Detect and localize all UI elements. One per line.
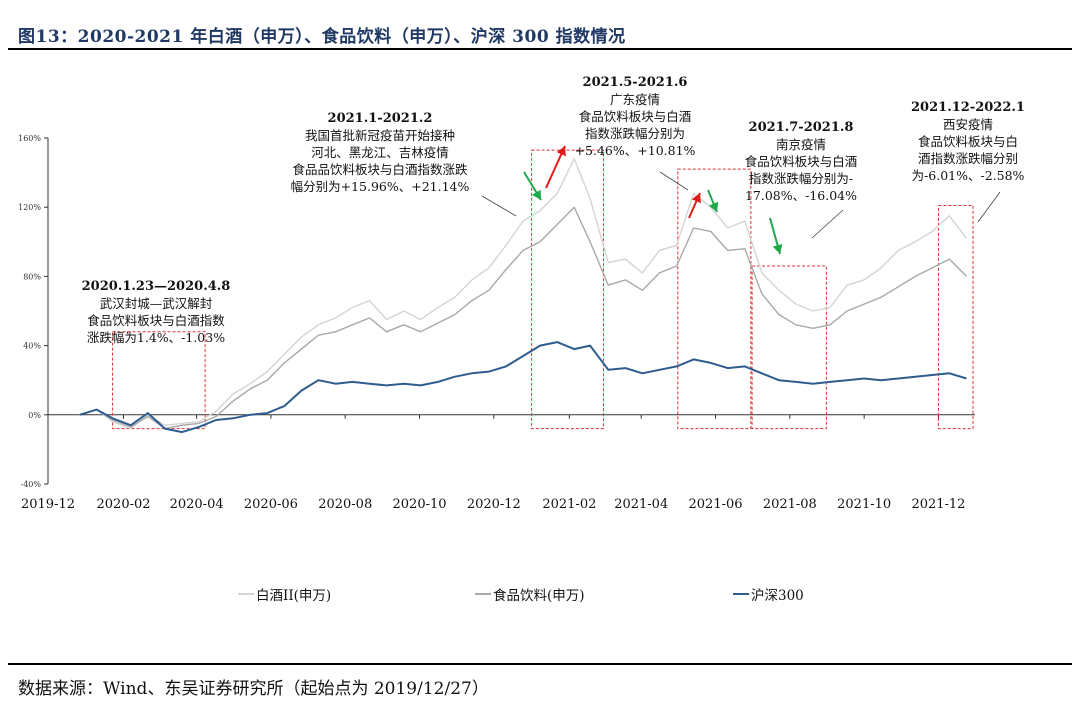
- annotation-vaccine: 2021.1-2021.2 我国首批新冠疫苗开始接种 河北、黑龙江、吉林疫情 食…: [250, 110, 510, 195]
- trend-arrows: [523, 145, 783, 255]
- arrow-up-icon: [688, 192, 701, 219]
- annotation-line: 2021.7-2021.8: [748, 120, 854, 135]
- callout-pointer: [977, 191, 1001, 223]
- annotation-line: 我国首批新冠疫苗开始接种: [304, 128, 455, 143]
- x-tick-label: 2019-12: [21, 497, 75, 512]
- x-tick-label: 2020-10: [393, 497, 447, 512]
- y-tick-label: 80%: [23, 272, 41, 281]
- annotation-line: 广东疫情: [609, 92, 660, 107]
- arrow-down-icon: [707, 189, 719, 213]
- annotation-line: 指数涨跌幅分别为-: [748, 171, 854, 186]
- annotation-line: 河北、黑龙江、吉林疫情: [311, 145, 449, 160]
- highlight-box: [937, 204, 974, 430]
- axis-layer: -40% 0% 40% 80% 120% 160% 2019-12 2020-02 2020-0…: [18, 134, 975, 512]
- annotation-line: 2021.12-2022.1: [911, 100, 1025, 115]
- series-line-baijiu: [79, 158, 968, 430]
- x-tick-label: 2020-04: [170, 497, 224, 512]
- arrow-up-icon-head: [691, 193, 701, 204]
- annotation-line: 西安疫情: [942, 117, 993, 132]
- annotation-line: 17.08%、-16.04%: [744, 188, 858, 203]
- x-tick-label: 2021-02: [542, 497, 596, 512]
- x-tick-label: 2020-12: [467, 497, 521, 512]
- series-line-food: [79, 206, 967, 430]
- line-chart: -40% 0% 40% 80% 120% 160% 2019-12 2020-02 2020-0…: [18, 134, 1001, 512]
- legend-item-food: 食品饮料(申万): [475, 584, 585, 604]
- legend-swatch-baijiu: [238, 593, 254, 595]
- y-tick-label: 0%: [28, 411, 41, 420]
- annotation-line: 南京疫情: [775, 137, 826, 152]
- legend-label: 沪深300: [751, 588, 804, 604]
- legend-label: 白酒II(申万): [256, 588, 332, 604]
- annotation-line: 为-6.01%、-2.58%: [911, 168, 1025, 183]
- arrow-down-icon-head: [772, 243, 783, 254]
- annotation-line: +5.46%、+10.81%: [574, 143, 696, 158]
- arrow-up-icon: [545, 145, 566, 189]
- highlight-box: [751, 265, 827, 430]
- x-tick-label: 2021-04: [614, 497, 668, 512]
- chart-legend: 白酒II(申万) 食品饮料(申万) 沪深300: [0, 584, 1080, 604]
- annotation-line: 2021.1-2021.2: [327, 111, 433, 126]
- series-layer: [79, 158, 968, 434]
- callout-pointer: [811, 209, 844, 239]
- annotation-wuhan: 2020.1.23—2020.4.8 武汉封城—武汉解封 食品饮料板块与白酒指数…: [66, 278, 246, 346]
- annotation-line: 食品饮料板块与白酒指数: [87, 313, 225, 328]
- highlight-box: [531, 149, 604, 430]
- annotation-line: 食品饮料板块与白酒: [578, 109, 692, 124]
- x-tick-label: 2020-02: [97, 497, 151, 512]
- x-tick-label: 2021-10: [837, 497, 891, 512]
- source-note: 数据来源：Wind、东吴证券研究所（起始点为 2019/12/27）: [18, 679, 489, 699]
- legend-label: 食品饮料(申万): [493, 588, 585, 604]
- annotation-line: 食品饮料板块与白: [917, 134, 1018, 149]
- annotation-line: 幅分别为+15.96%、+21.14%: [290, 179, 470, 194]
- legend-swatch-food: [475, 593, 491, 595]
- highlight-box: [677, 168, 752, 430]
- annotation-line: 武汉封城—武汉解封: [99, 296, 213, 311]
- y-tick-label: 40%: [23, 342, 41, 351]
- arrow-down-icon-head: [708, 201, 719, 212]
- annotation-line: 食品品饮料板块与白酒指数涨跌: [292, 162, 468, 177]
- series-line-hs300: [79, 341, 967, 434]
- arrow-up-icon-head: [556, 146, 566, 157]
- arrow-down-icon: [523, 171, 542, 201]
- annotation-nanjing: 2021.7-2021.8 南京疫情 食品饮料板块与白酒 指数涨跌幅分别为- 1…: [726, 119, 876, 204]
- x-tick-label: 2021-12: [911, 497, 965, 512]
- arrow-down-icon: [769, 217, 783, 255]
- callout-pointer: [659, 171, 689, 191]
- highlight-box: [112, 331, 206, 430]
- legend-item-hs300: 沪深300: [733, 584, 804, 604]
- x-tick-label: 2020-08: [318, 497, 372, 512]
- annotation-line: 酒指数涨跌幅分别: [917, 151, 1018, 166]
- legend-swatch-hs300: [733, 593, 749, 595]
- annotation-line: 食品饮料板块与白酒: [744, 154, 858, 169]
- x-tick-label: 2021-08: [763, 497, 817, 512]
- annotation-xian: 2021.12-2022.1 西安疫情 食品饮料板块与白 酒指数涨跌幅分别 为-…: [898, 99, 1038, 184]
- annotation-line: 2020.1.23—2020.4.8: [81, 279, 231, 294]
- x-tick-label: 2020-06: [244, 497, 298, 512]
- y-tick-label: 120%: [18, 203, 41, 212]
- y-tick-label: -40%: [21, 480, 42, 489]
- arrow-down-icon-head: [532, 189, 541, 200]
- annotation-line: 涨跌幅为1.4%、-1.03%: [86, 330, 226, 345]
- figure-title: 图13：2020-2021 年白酒（申万）、食品饮料（申万）、沪深 300 指数…: [18, 27, 626, 47]
- annotation-line: 2021.5-2021.6: [582, 75, 688, 90]
- annotation-guangdong: 2021.5-2021.6 广东疫情 食品饮料板块与白酒 指数涨跌幅分别为 +5…: [560, 74, 710, 159]
- top-rule: [8, 48, 1072, 50]
- legend-item-baijiu: 白酒II(申万): [238, 584, 331, 604]
- highlight-boxes: [112, 149, 974, 430]
- x-tick-label: 2021-06: [689, 497, 743, 512]
- callout-pointers: [481, 171, 1001, 239]
- callout-pointer: [481, 195, 517, 217]
- annotation-line: 指数涨跌幅分别为: [584, 126, 685, 141]
- y-tick-label: 160%: [18, 134, 41, 143]
- bottom-rule: [8, 663, 1072, 665]
